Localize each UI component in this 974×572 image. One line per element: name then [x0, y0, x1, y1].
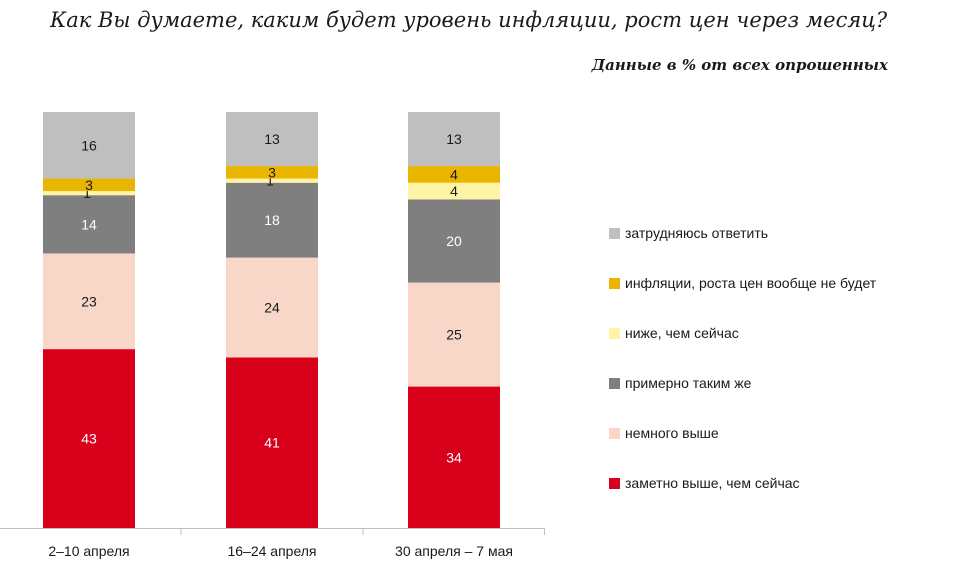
x-tick-label: 16–24 апреля	[227, 543, 316, 559]
legend-label: примерно таким же	[625, 375, 752, 391]
bar-segment	[43, 195, 135, 254]
bar-segment	[226, 257, 318, 358]
chart-title: Как Вы думаете, каким будет уровень инфл…	[50, 8, 888, 32]
data-label: 1	[83, 185, 91, 201]
legend-swatch	[609, 477, 620, 489]
bar-segment	[408, 182, 500, 200]
bar-segment	[408, 199, 500, 283]
bar-segment	[43, 349, 135, 528]
data-label: 20	[446, 233, 462, 249]
legend-swatch	[609, 427, 620, 439]
data-label: 3	[85, 177, 93, 193]
bar-segment	[226, 112, 318, 167]
bar-segment	[226, 166, 318, 179]
chart-subtitle: Данные в % от всех опрошенных	[591, 56, 888, 74]
data-label: 34	[446, 449, 462, 465]
bar-segment	[43, 253, 135, 350]
bar-segment	[408, 386, 500, 528]
data-label: 13	[446, 131, 462, 147]
x-tick-label: 30 апреля – 7 мая	[395, 543, 513, 559]
legend-item: немного выше	[609, 425, 719, 441]
bar-segment	[226, 357, 318, 528]
legend-item: инфляции, роста цен вообще не будет	[609, 275, 876, 291]
bar-segment	[43, 112, 135, 179]
data-label: 23	[81, 293, 97, 309]
legend-item: затрудняюсь ответить	[609, 225, 768, 241]
legend-label: инфляции, роста цен вообще не будет	[625, 275, 877, 291]
bar-segment	[43, 191, 135, 196]
legend-item: заметно выше, чем сейчас	[609, 475, 800, 491]
legend-swatch	[609, 377, 620, 389]
data-label: 1	[266, 173, 274, 189]
legend-item: ниже, чем сейчас	[609, 325, 739, 341]
data-label: 18	[264, 212, 280, 228]
legend-swatch	[609, 327, 620, 339]
data-label: 14	[81, 216, 97, 232]
legend-item: примерно таким же	[609, 375, 751, 391]
bar-segment	[226, 178, 318, 183]
data-label: 3	[268, 164, 276, 180]
bar-segment	[408, 282, 500, 387]
data-label: 43	[81, 431, 97, 447]
x-tick-label: 2–10 апреля	[48, 543, 129, 559]
data-label: 24	[264, 300, 280, 316]
bar-segment	[408, 166, 500, 183]
bar-segment	[226, 182, 318, 258]
legend-swatch	[609, 227, 620, 239]
legend-label: ниже, чем сейчас	[625, 325, 739, 341]
data-label: 16	[81, 137, 97, 153]
legend-label: затрудняюсь ответить	[625, 225, 769, 241]
data-label: 4	[450, 166, 458, 182]
data-label: 4	[450, 183, 458, 199]
bar-segment	[43, 178, 135, 192]
legend-label: немного выше	[625, 425, 719, 441]
legend-swatch	[609, 277, 620, 289]
data-label: 13	[264, 131, 280, 147]
data-label: 41	[264, 435, 280, 451]
legend-label: заметно выше, чем сейчас	[625, 475, 800, 491]
data-label: 25	[446, 327, 462, 343]
bar-segment	[408, 112, 500, 167]
